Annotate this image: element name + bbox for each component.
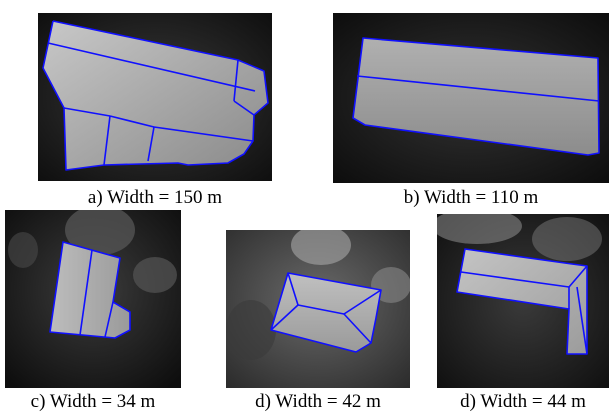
panel-d1-image: [226, 230, 410, 388]
panel-d2-image: [437, 214, 609, 388]
panel-d1-caption: d) Width = 42 m: [255, 391, 381, 412]
panel-c-image: [5, 210, 181, 388]
panel-d2-svg: [437, 214, 609, 388]
panel-d2-outline: [456, 248, 588, 355]
panel-a-outline: [42, 20, 269, 171]
panel-b-roof: [353, 38, 599, 155]
panel-d1-roof: [271, 273, 381, 352]
panel-d1-svg: [226, 230, 410, 388]
panel-b-svg: [333, 13, 609, 183]
panel-b-outline: [352, 37, 600, 156]
panel-d2-caption: d) Width = 44 m: [460, 391, 586, 412]
panel-b-image: [333, 13, 609, 183]
panel-c-caption: c) Width = 34 m: [30, 391, 156, 412]
panel-c-svg: [5, 210, 181, 388]
panel-b-caption: b) Width = 110 m: [403, 187, 539, 208]
panel-d1-outline: [270, 272, 382, 353]
panel-a-caption: a) Width = 150 m: [87, 187, 223, 208]
panel-a-roof: [43, 21, 268, 170]
panel-a-svg: [38, 13, 272, 181]
panel-a-image: [38, 13, 272, 181]
panel-c-outline: [49, 241, 131, 339]
